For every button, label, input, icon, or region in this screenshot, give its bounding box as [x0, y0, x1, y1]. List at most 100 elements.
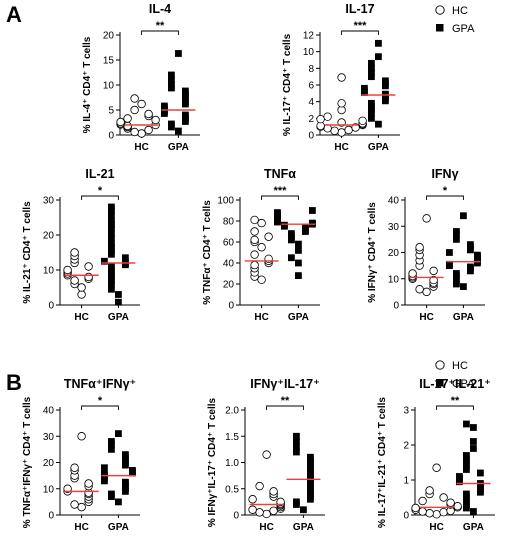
legend-gpa-label: GPA	[452, 378, 475, 390]
chart-title: IL-17⁺IL-21⁺	[419, 377, 491, 391]
x-tick-label: HC	[254, 312, 268, 323]
significance-label: **	[451, 395, 460, 407]
data-point-hc	[262, 509, 271, 519]
x-tick-label: HC	[419, 312, 433, 323]
data-point-hc	[130, 127, 139, 137]
data-point-hc	[323, 112, 332, 121]
y-axis-label: % IL-4⁺ CD4⁺ T cells	[82, 36, 93, 133]
legend-hc-marker	[435, 5, 445, 15]
data-point-gpa	[453, 276, 460, 284]
y-tick-label: 15	[103, 56, 115, 67]
data-point-hc	[77, 290, 86, 299]
data-point-hc	[250, 235, 259, 245]
y-tick-label: 2.0	[225, 406, 239, 417]
y-tick-label: 100	[217, 196, 234, 207]
data-point-hc	[439, 493, 448, 502]
data-point-gpa	[108, 273, 115, 281]
data-point-gpa	[175, 50, 182, 57]
data-point-hc	[415, 285, 424, 294]
data-point-hc	[130, 105, 139, 115]
x-tick-label: HC	[334, 142, 348, 153]
data-point-gpa	[368, 59, 375, 67]
legend-gpa-marker	[436, 24, 444, 32]
x-tick-label: GPA	[168, 142, 189, 153]
chart-7: IFNγ⁺IL-17⁺ 0 0.5 1.0 1.5 2.0 HC GPA % IFNγ⁺IL-1…	[207, 377, 325, 533]
data-point-gpa	[293, 448, 300, 456]
y-tick-label: 20	[43, 231, 55, 242]
data-point-gpa	[182, 111, 189, 119]
data-point-hc	[255, 481, 264, 491]
data-point-hc	[432, 463, 441, 472]
data-point-gpa	[281, 221, 288, 229]
data-point-gpa	[382, 90, 389, 98]
data-point-hc	[446, 498, 455, 507]
data-point-gpa	[108, 445, 115, 453]
data-point-hc	[123, 114, 132, 123]
data-point-gpa	[101, 257, 108, 265]
y-tick-label: 6	[308, 81, 314, 92]
y-tick-label: 30	[43, 196, 55, 207]
data-point-hc	[84, 479, 93, 488]
chart-5: IFNγ 0 10 20 30 40 HC GPA % IFNγ⁺ CD4⁺ T cells *	[367, 167, 485, 323]
data-point-gpa	[467, 241, 474, 249]
data-point-gpa	[115, 291, 122, 298]
legend-hc-label: HC	[452, 360, 468, 372]
data-point-gpa	[101, 470, 108, 478]
data-point-gpa	[300, 506, 307, 514]
data-point-hc	[257, 275, 266, 284]
data-point-hc	[337, 73, 346, 82]
data-point-hc	[330, 126, 339, 136]
y-tick-label: 4	[308, 97, 314, 108]
y-axis-label: % IL-21⁺ CD4⁺ T cells	[22, 201, 33, 304]
data-point-gpa	[108, 270, 115, 277]
y-tick-label: 10	[43, 266, 55, 277]
data-point-hc	[344, 125, 353, 135]
significance-label: **	[156, 20, 165, 32]
data-point-gpa	[463, 501, 470, 508]
significance-bracket	[266, 405, 304, 410]
data-point-gpa	[108, 229, 115, 237]
data-point-hc	[144, 125, 153, 135]
data-point-gpa	[446, 249, 453, 256]
data-point-hc	[262, 450, 271, 459]
significance-label: *	[98, 185, 103, 197]
y-tick-label: 20	[43, 458, 55, 469]
panel-label-b: B	[6, 370, 22, 395]
data-point-gpa	[108, 203, 115, 211]
y-tick-label: 1	[403, 476, 409, 487]
y-axis-label: % IFNγ⁺IL-17⁺ CD4⁺ T cells	[207, 397, 218, 527]
y-tick-label: 30	[388, 222, 400, 233]
y-tick-label: 10	[43, 484, 55, 495]
data-point-hc	[408, 269, 417, 278]
data-point-gpa	[108, 207, 115, 214]
y-tick-label: 0	[393, 301, 399, 312]
data-point-gpa	[463, 459, 470, 466]
significance-bracket	[81, 195, 119, 200]
y-tick-label: 1.5	[225, 432, 239, 443]
chart-8: IL-17⁺IL-21⁺ 0 1 2 3 HC GPA % IL-17⁺IL-21⁺ CD4⁺…	[377, 377, 495, 533]
significance-label: ***	[354, 20, 368, 32]
y-tick-label: 0	[233, 511, 239, 522]
x-tick-label: GPA	[368, 142, 389, 153]
data-point-gpa	[453, 235, 460, 243]
data-point-gpa	[463, 504, 470, 512]
data-point-gpa	[182, 87, 189, 95]
data-point-hc	[77, 502, 86, 512]
data-point-gpa	[470, 424, 477, 431]
y-tick-label: 12	[303, 31, 315, 42]
data-point-gpa	[375, 39, 382, 47]
data-point-gpa	[453, 228, 460, 235]
significance-label: *	[443, 185, 448, 197]
y-tick-label: 10	[388, 274, 400, 285]
data-point-hc	[116, 117, 125, 127]
y-tick-label: 0	[48, 511, 54, 522]
data-point-gpa	[288, 254, 295, 262]
data-point-hc	[422, 214, 431, 223]
y-axis-label: % IL-17⁺ CD4⁺ T cells	[282, 33, 293, 136]
data-point-gpa	[295, 272, 302, 279]
chart-title: IFNγ⁺IL-17⁺	[250, 377, 319, 391]
data-point-hc	[250, 215, 259, 225]
data-point-hc	[84, 262, 93, 271]
data-point-gpa	[375, 120, 382, 128]
chart-6: TNFα⁺IFNγ⁺ 0 10 20 30 40 HC GPA % TNFα⁺IFNγ⁺ CD4…	[22, 377, 140, 533]
